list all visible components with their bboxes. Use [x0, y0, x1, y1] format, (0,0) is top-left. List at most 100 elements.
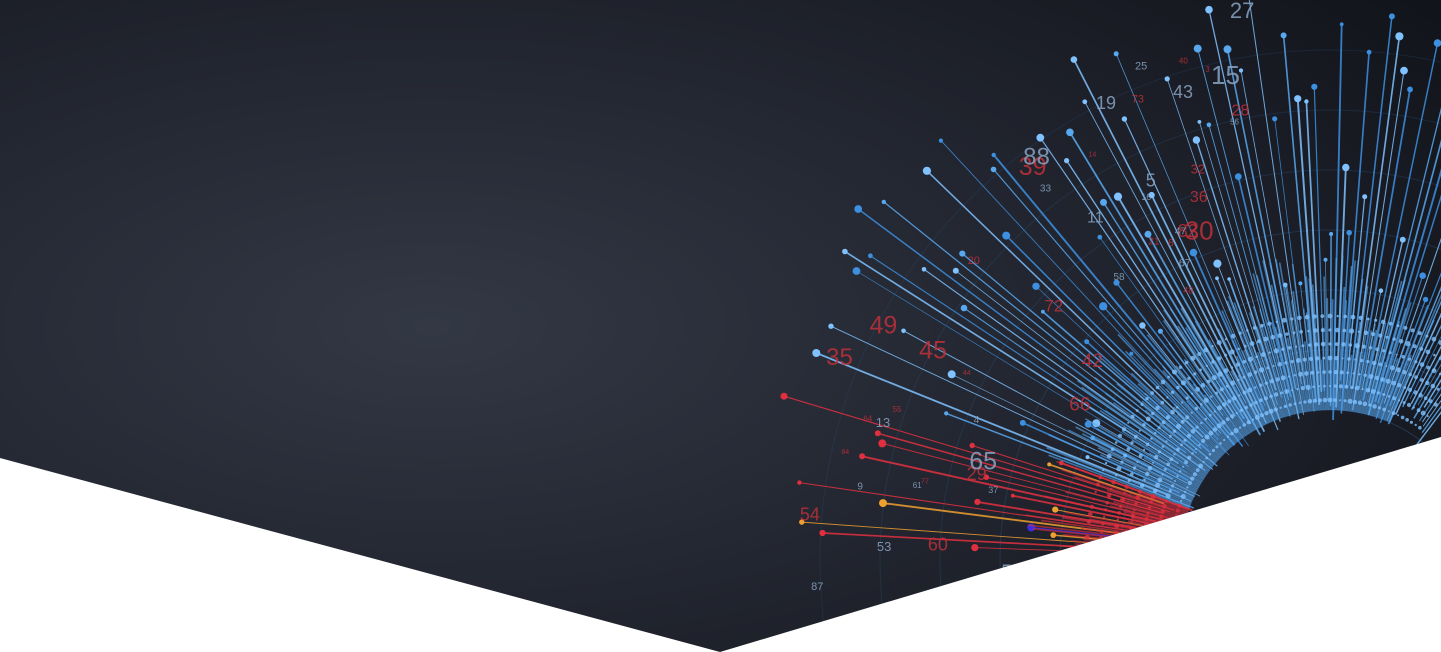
band-dot [1253, 370, 1258, 374]
band-bar [1173, 406, 1224, 456]
band-bar [1274, 326, 1297, 415]
band-bar [1156, 427, 1211, 470]
band-bar [1163, 309, 1248, 436]
band-dot [1346, 371, 1350, 375]
band-dot [1117, 511, 1122, 515]
band-bar [1186, 324, 1253, 433]
scatter-number: 88 [1023, 144, 1050, 171]
band-dot [1433, 353, 1436, 357]
band-dot [1368, 374, 1374, 379]
ray-dot [1082, 99, 1088, 105]
band-dot [1145, 397, 1149, 401]
band-dot [1126, 558, 1130, 562]
band-dot [1200, 421, 1203, 425]
band-dot [1110, 487, 1113, 491]
band-dot [1140, 483, 1145, 488]
band-dot [1387, 410, 1390, 413]
band-dot [1358, 315, 1363, 320]
band-dot [1223, 368, 1229, 374]
band-dot [1147, 466, 1153, 471]
band-dot [1274, 392, 1279, 397]
band-dot [1161, 445, 1165, 448]
band-dot [1224, 353, 1228, 357]
band-dot [1216, 340, 1222, 346]
band-dot [1215, 391, 1218, 395]
ray-line [1325, 259, 1328, 401]
band-dot [1111, 479, 1116, 485]
band-bar [1248, 312, 1285, 418]
band-dot [1380, 377, 1385, 382]
band-dot [1180, 500, 1183, 503]
band-dot [1431, 336, 1437, 342]
band-bar [1077, 379, 1209, 474]
band-dot [1123, 492, 1126, 495]
band-dot [1180, 494, 1186, 499]
ray-dot [1192, 136, 1201, 144]
band-bar [1338, 300, 1348, 411]
band-dot [1382, 349, 1386, 353]
band-dot [1185, 415, 1190, 420]
band-dot [1317, 371, 1320, 374]
ray-line [1073, 59, 1266, 433]
band-dot [1275, 377, 1280, 382]
band-bar [1100, 454, 1194, 499]
ray-dot [1395, 32, 1404, 41]
band-dot [1334, 342, 1339, 346]
band-bar [1106, 489, 1188, 516]
ray-dot [922, 166, 932, 175]
band-dot [1287, 346, 1292, 350]
ray-line [1410, 117, 1441, 405]
band-bar [1285, 284, 1308, 412]
ray-line [856, 270, 1188, 473]
band-dot [1216, 423, 1222, 429]
band-dot [1419, 362, 1425, 367]
band-dot [1193, 372, 1197, 376]
band-dot [1197, 352, 1202, 356]
ray-dot [983, 474, 990, 481]
ray-dot [921, 267, 927, 272]
band-dot [1192, 472, 1197, 477]
ray-dot [1197, 120, 1202, 124]
band-dot [1123, 453, 1128, 458]
ray-line [1195, 139, 1277, 391]
band-dot [1132, 466, 1137, 470]
band-dot [1341, 342, 1346, 347]
ray-dot [1298, 281, 1303, 286]
band-bar [1144, 392, 1220, 461]
ray-dot [879, 499, 887, 508]
ray-dot [1362, 194, 1368, 200]
scatter-number: 47 [1175, 226, 1187, 237]
ray-dot [1047, 462, 1052, 467]
band-dot [1310, 370, 1315, 375]
band-dot [1194, 406, 1199, 411]
band-dot [1328, 384, 1332, 388]
ray-dot [842, 248, 848, 255]
scatter-number: 14 [1089, 151, 1097, 158]
band-bar [1259, 308, 1291, 416]
band-bar [1311, 284, 1322, 411]
band-dot [1412, 406, 1415, 409]
band-bar [1326, 298, 1330, 411]
band-dot [1088, 512, 1093, 517]
band-bar [1048, 433, 1194, 500]
band-dot [1139, 557, 1145, 563]
ray-dot [959, 250, 966, 257]
ray-line [986, 476, 1179, 524]
band-dot [1387, 395, 1391, 398]
band-bar [1141, 400, 1216, 464]
band-dot [1169, 538, 1174, 542]
band-dot [1431, 368, 1437, 374]
band-dot [1334, 355, 1339, 361]
band-dot [1106, 453, 1112, 459]
band-dot [1135, 495, 1141, 500]
band-dot [1172, 429, 1177, 433]
band-dot [1195, 468, 1200, 472]
band-dot [1281, 347, 1285, 351]
band-bar [1192, 383, 1239, 442]
band-dot [1177, 503, 1182, 508]
band-dot [1414, 423, 1417, 427]
band-dot [1233, 428, 1239, 434]
band-dot [1171, 484, 1175, 488]
band-dot [1098, 475, 1103, 480]
